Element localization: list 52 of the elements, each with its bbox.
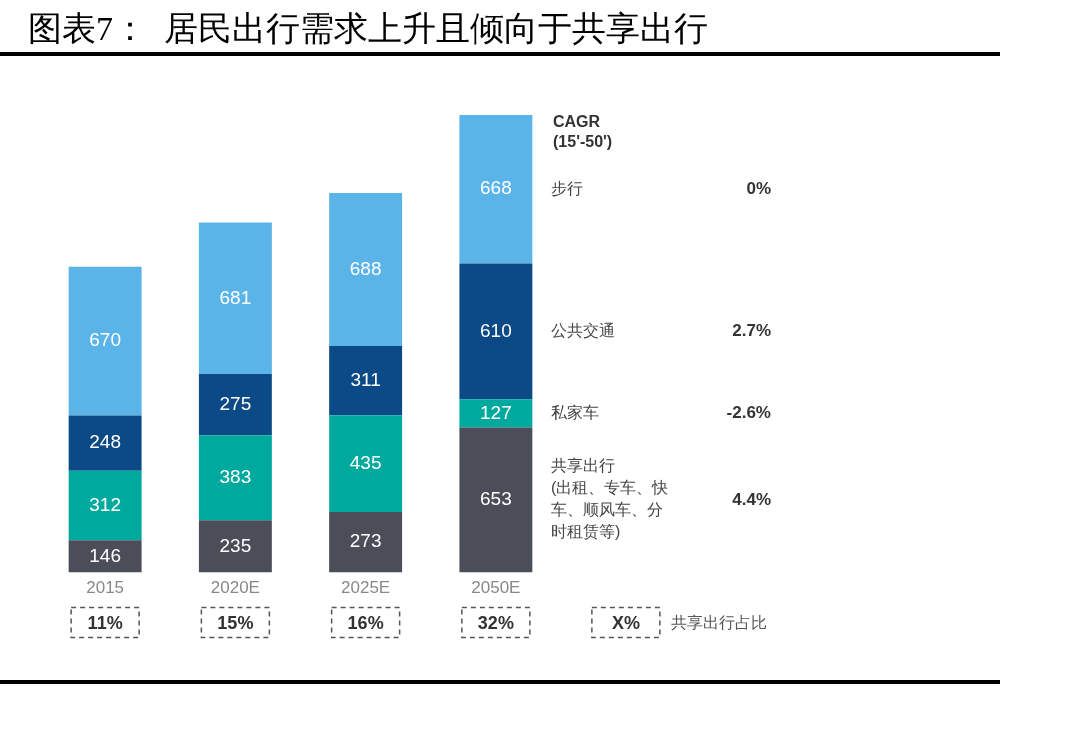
bar	[198, 435, 272, 521]
bar	[68, 470, 142, 541]
series-label: 公共交通	[551, 321, 615, 339]
bar	[329, 193, 403, 347]
data-label: 668	[480, 177, 512, 199]
data-label: 146	[89, 544, 121, 566]
text: 2.7%	[732, 321, 771, 341]
bar	[459, 427, 533, 573]
bar	[459, 399, 533, 428]
series-label: 私家车	[551, 403, 599, 421]
text: X%	[611, 612, 640, 633]
x-tick-label: 2015	[86, 578, 125, 598]
text: 15%	[217, 612, 254, 633]
text: 4.4%	[732, 489, 771, 509]
series-label: 共享出行(出租、专车、快车、顺风车、分时租赁等)	[551, 457, 669, 541]
bar	[198, 520, 272, 573]
bar	[68, 540, 142, 573]
data-label: 235	[219, 534, 252, 556]
bar	[68, 415, 142, 471]
data-label: 312	[89, 493, 121, 515]
text: 16%	[347, 612, 384, 633]
bar	[329, 511, 403, 573]
data-label: 127	[480, 401, 512, 423]
data-label: 383	[219, 466, 252, 487]
text: 0%	[746, 178, 771, 198]
data-label: 435	[349, 451, 382, 473]
bar	[198, 222, 272, 375]
data-label: 670	[89, 329, 121, 351]
bar	[329, 346, 403, 416]
text: 11%	[87, 612, 123, 633]
data-label: 681	[219, 286, 252, 308]
data-label: 248	[89, 431, 121, 453]
annotation: CAGR (15'-50')	[553, 113, 613, 151]
bar	[459, 263, 533, 400]
data-label: 653	[480, 488, 512, 510]
bar	[198, 374, 272, 436]
text: -2.6%	[726, 402, 771, 422]
data-label: 273	[349, 530, 382, 552]
bar	[459, 115, 533, 264]
text: 共享出行占比	[670, 614, 767, 632]
data-label: 610	[480, 319, 512, 341]
bar	[68, 266, 142, 416]
data-label: 311	[350, 368, 381, 390]
bar	[329, 415, 403, 512]
x-tick-label: 2050E	[471, 578, 521, 598]
data-label: 275	[219, 392, 252, 414]
x-tick-label: 2020E	[210, 578, 260, 598]
series-label: 步行	[551, 179, 583, 197]
chart-title: 图表7： 居民出行需求上升且倾向于共享出行	[28, 9, 708, 49]
x-tick-label: 2025E	[341, 578, 391, 598]
text: 32%	[477, 612, 514, 633]
data-label: 688	[349, 257, 382, 279]
